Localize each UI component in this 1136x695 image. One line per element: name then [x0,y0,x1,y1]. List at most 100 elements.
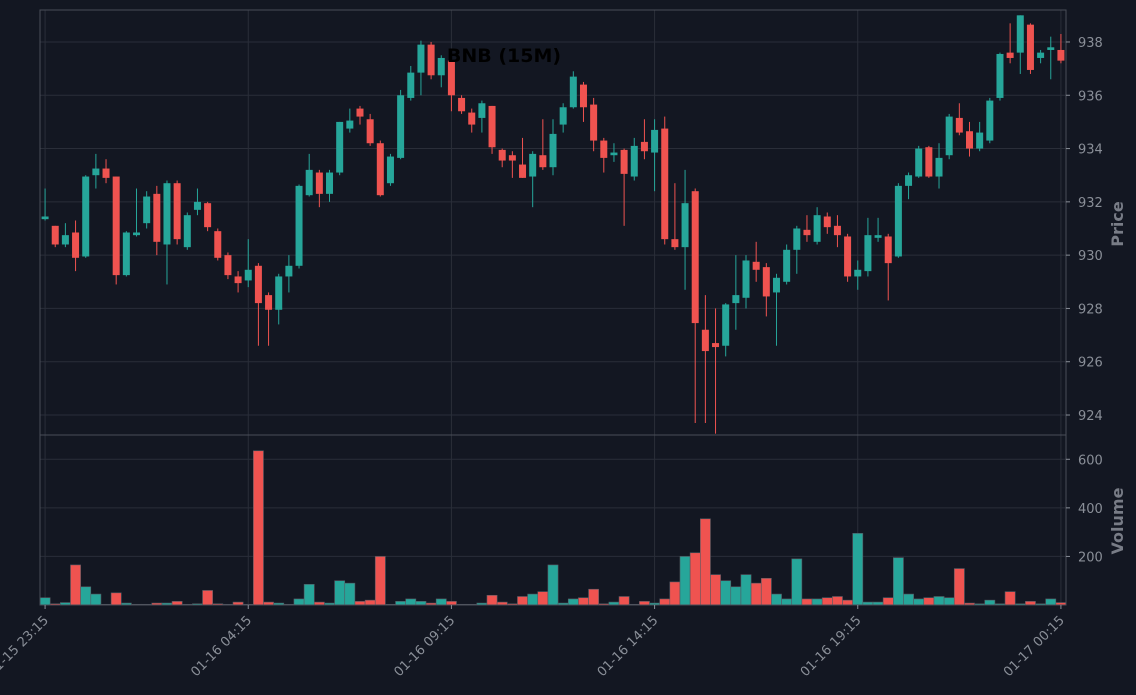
candle-body [1037,52,1045,58]
volume-bar [334,580,346,606]
volume-bar [689,552,701,606]
candle-body [163,183,171,245]
volume-bar [760,577,772,606]
y-tick-label: 924 [1078,409,1103,424]
candle-body [295,185,303,266]
candle-body [397,95,405,158]
volume-bar [639,601,650,606]
candle-body [508,155,516,161]
volume-bar [567,598,579,606]
candle-body [803,229,811,236]
volume-bar [720,580,732,606]
candle-body [193,201,201,210]
candle-body [712,343,720,348]
volume-bar [171,601,183,606]
candle-body [783,249,791,282]
volume-bar [1025,601,1036,606]
candle-body [204,203,212,228]
volume-bar [253,450,264,606]
candle-body [915,148,923,177]
candle-body [651,129,659,153]
volume-axis-label: Volume [1108,487,1127,554]
candle-body [427,44,435,76]
volume-bar [537,591,549,606]
volume-bar [852,533,864,606]
candle-body [285,265,293,277]
volume-bar [710,574,721,606]
candle-body [447,60,455,96]
volume-bar [842,599,853,606]
candle-body [681,203,689,248]
candle-body [732,295,740,304]
candle-body [417,44,425,73]
candle-body [905,175,913,186]
candle-body [478,103,486,118]
volume-bar [1004,591,1016,606]
volume-bar [984,599,996,606]
candle-body [864,235,872,272]
candle-body [844,236,852,277]
candle-body [519,164,527,178]
volume-bar [882,597,894,606]
y-tick-label: 934 [1078,143,1103,158]
candle-body [376,143,384,196]
candle-body [701,329,709,352]
candle-body [265,295,273,310]
volume-bar [771,593,782,606]
candle-body [620,149,628,174]
volume-bar [699,518,711,606]
candle-body [326,172,334,194]
volume-tick-label: 200 [1078,550,1103,565]
candle-body [112,176,120,276]
volume-bar [953,568,965,606]
candle-body [458,97,466,112]
volume-bar [791,558,803,606]
y-tick-label: 938 [1078,36,1103,51]
candle-body [549,133,557,168]
candle-body [315,172,323,194]
candle-body [691,191,699,324]
candle-body [498,149,506,161]
candle-body [133,232,141,236]
candle-body [153,193,161,242]
volume-bar [588,588,600,606]
volume-bar [486,594,498,606]
candle-body [742,260,750,298]
y-tick-label: 926 [1078,356,1103,371]
candle-body [772,277,780,293]
candle-body [51,225,59,245]
candle-body [1057,49,1065,61]
candle-body [102,168,110,178]
volume-bar [730,586,742,606]
candle-body [569,76,577,108]
candle-body [224,255,232,276]
volume-bar [354,601,366,606]
volume-bar [801,598,813,606]
candle-body [183,215,191,248]
candle-body [366,119,374,144]
candle-body [813,215,821,242]
volume-bar [435,598,447,606]
volume-bar [943,597,955,606]
candle-body [468,112,476,125]
volume-bar [344,582,356,606]
candle-body [854,269,862,277]
candle-body [925,147,933,177]
candle-body [305,169,313,196]
candle-body [173,183,181,240]
volume-bar [202,590,213,606]
volume-bar [90,593,102,606]
candle-body [762,267,770,297]
volume-bar [750,582,762,606]
candle-body [823,216,831,228]
candle-body [722,304,730,346]
volume-bar [893,557,904,606]
candle-body [143,196,151,224]
volume-bar [303,584,315,606]
volume-bar [517,596,528,606]
candle-body [884,236,892,264]
candle-body [437,57,445,76]
candle-body [407,72,415,98]
candle-body [1047,47,1055,50]
